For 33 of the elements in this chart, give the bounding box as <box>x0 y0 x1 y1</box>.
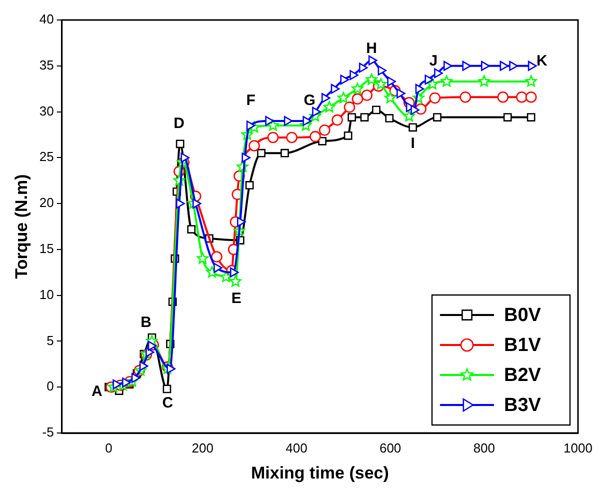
legend-label: B2V <box>504 365 542 386</box>
annotation: D <box>174 115 185 132</box>
y-tick-label: -5 <box>42 424 54 440</box>
annotation: I <box>410 135 415 152</box>
y-tick-label: 40 <box>39 12 54 27</box>
legend-label: B3V <box>504 395 542 416</box>
y-tick-label: 30 <box>39 103 54 118</box>
y-tick-label: 20 <box>39 195 54 210</box>
y-tick-label: 35 <box>39 57 54 72</box>
x-tick-label: 0 <box>105 440 112 456</box>
x-axis-title: Mixing time (sec) <box>250 463 389 482</box>
annotation: A <box>92 382 103 400</box>
y-tick-label: 15 <box>39 241 54 256</box>
annotation: G <box>304 92 316 110</box>
annotation: H <box>366 40 377 58</box>
annotation: J <box>429 52 438 70</box>
annotation: C <box>162 394 174 412</box>
y-tick-label: 0 <box>46 378 54 394</box>
x-tick-label: 400 <box>286 440 308 456</box>
annotation: B <box>140 314 152 331</box>
y-tick-label: 10 <box>39 286 54 302</box>
legend-label: B1V <box>504 335 542 356</box>
y-tick-label: 5 <box>46 332 54 348</box>
annotation: E <box>231 290 242 307</box>
annotation: K <box>536 52 548 70</box>
annotation: F <box>246 92 256 110</box>
legend-label: B0V <box>504 305 542 326</box>
x-tick-label: 1000 <box>564 440 592 456</box>
x-tick-label: 600 <box>379 440 402 456</box>
x-tick-label: 800 <box>473 440 496 456</box>
x-tick-label: 200 <box>192 440 214 456</box>
y-tick-label: 25 <box>39 149 54 164</box>
y-axis-title: Torque (N.m) <box>12 174 31 279</box>
